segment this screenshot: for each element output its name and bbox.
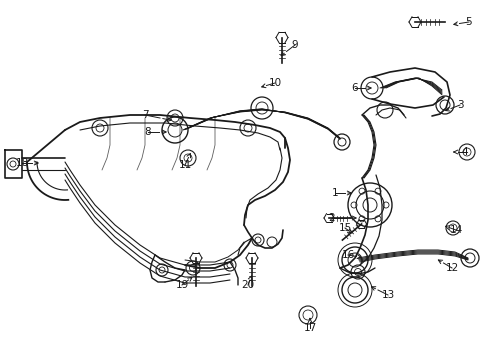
Text: 2: 2 [328,213,335,223]
Text: 14: 14 [448,225,462,235]
Text: 7: 7 [142,110,148,120]
Text: 16: 16 [341,250,354,260]
Text: 4: 4 [461,147,468,157]
Text: 10: 10 [268,78,281,88]
Text: 20: 20 [241,280,254,290]
Text: 11: 11 [178,160,191,170]
Text: 1: 1 [331,188,338,198]
Text: 9: 9 [291,40,298,50]
Text: 3: 3 [456,100,462,110]
Text: 15: 15 [338,223,351,233]
Text: 5: 5 [465,17,471,27]
Text: 19: 19 [175,280,188,290]
Text: 13: 13 [381,290,394,300]
Text: 17: 17 [303,323,316,333]
Text: 6: 6 [351,83,358,93]
Text: 12: 12 [445,263,458,273]
Text: 8: 8 [144,127,151,137]
Text: 18: 18 [15,158,29,168]
